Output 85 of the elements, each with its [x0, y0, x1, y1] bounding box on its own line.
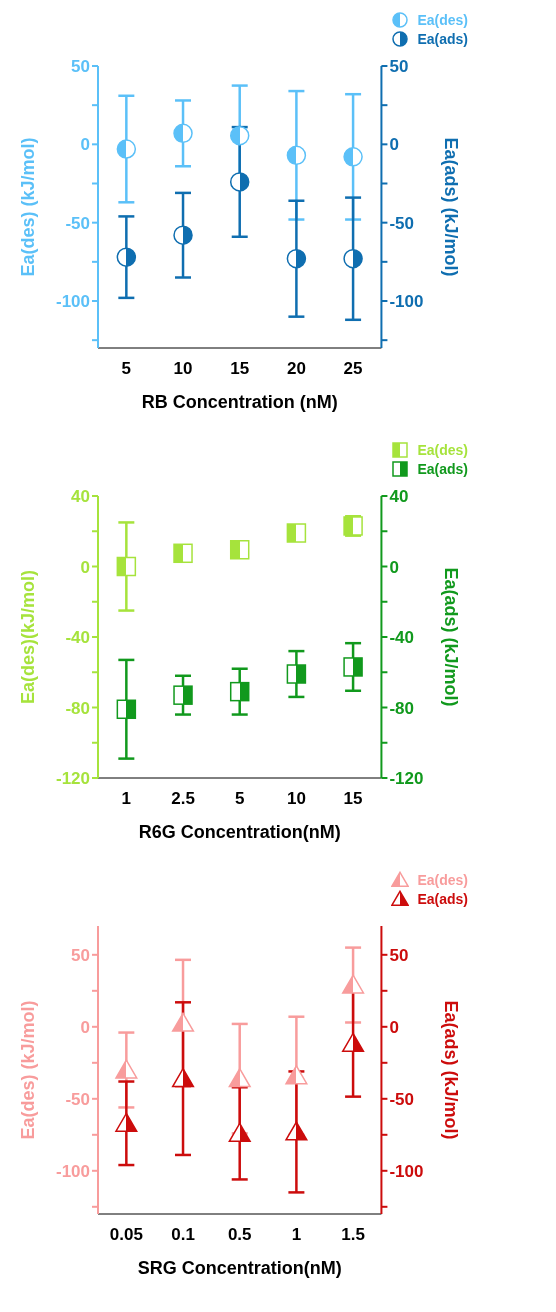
y-tick-label: -80	[65, 698, 90, 718]
y-tick-label: -50	[65, 213, 90, 233]
y2-tick-label: -120	[389, 769, 424, 789]
x-tick-label: 15	[343, 789, 363, 809]
y2-tick-label: 50	[389, 57, 409, 77]
y2-tick-label: 50	[389, 945, 409, 965]
y2-tick-label: -50	[389, 1089, 414, 1109]
point	[341, 974, 365, 994]
y-tick-label: 50	[71, 945, 90, 965]
y-tick-label: -50	[65, 1089, 90, 1109]
legend-label: Ea(des)	[417, 871, 468, 888]
point	[343, 147, 363, 167]
point	[286, 523, 307, 543]
point	[343, 248, 363, 269]
point	[286, 248, 307, 269]
y-axis-title: Ea(des)(kJ/mol)	[18, 569, 39, 705]
x-tick-label: 0.1	[171, 1225, 195, 1245]
y-tick-label: 40	[71, 487, 90, 507]
y-axis-title: Ea(des) (kJ/mol)	[18, 137, 39, 277]
y2-tick-label: 0	[389, 135, 399, 155]
legend-label: Ea(des)	[417, 441, 468, 458]
point	[228, 1122, 251, 1143]
y-tick-label: 50	[71, 57, 90, 77]
point	[173, 685, 193, 705]
point	[343, 657, 363, 677]
y2-tick-label: -100	[389, 292, 424, 312]
y2-axis-title: Ea(ads) (kJ/mol)	[441, 567, 462, 707]
point	[285, 1065, 308, 1085]
x-tick-label: 1	[291, 1225, 302, 1245]
legend-label: Ea(ads)	[417, 890, 468, 907]
x-tick-label: 10	[173, 359, 193, 379]
point	[173, 543, 193, 564]
point	[286, 664, 307, 684]
y-tick-label: -100	[55, 1161, 90, 1181]
x-axis-title: SRG Concentration(nM)	[137, 1258, 342, 1278]
legend-label: Ea(des)	[417, 11, 468, 28]
y-tick-label: -40	[65, 628, 90, 648]
y2-axis-title: Ea(ads) (kJ/mol)	[441, 137, 462, 277]
x-tick-label: 2.5	[171, 789, 195, 809]
x-tick-label: 15	[230, 359, 250, 379]
point	[115, 1059, 138, 1079]
x-axis-title: R6G Concentration(nM)	[138, 822, 341, 842]
x-tick-label: 25	[343, 359, 363, 379]
y2-tick-label: 0	[389, 557, 399, 577]
x-tick-label: 1.5	[341, 1225, 365, 1245]
point	[116, 556, 137, 577]
y2-tick-label: -50	[389, 213, 414, 233]
point	[173, 123, 193, 144]
point	[228, 1067, 251, 1088]
y2-tick-label: -100	[389, 1161, 424, 1181]
x-axis-title: RB Concentration (nM)	[141, 392, 338, 412]
legend-label: Ea(ads)	[417, 30, 468, 47]
point	[286, 145, 307, 166]
y2-tick-label: 0	[389, 1017, 399, 1037]
y-tick-label: 0	[80, 1017, 90, 1037]
legend-label: Ea(ads)	[417, 460, 468, 477]
x-tick-label: 1	[121, 789, 132, 809]
x-tick-label: 10	[286, 789, 306, 809]
point	[229, 681, 250, 702]
y2-tick-label: -40	[389, 628, 414, 648]
point	[115, 1112, 138, 1132]
y-tick-label: 0	[80, 135, 90, 155]
y-tick-label: -100	[55, 292, 90, 312]
y-tick-label: -120	[55, 769, 90, 789]
x-tick-label: 0.05	[109, 1225, 143, 1245]
point	[116, 247, 137, 267]
point	[116, 139, 137, 159]
y2-axis-title: Ea(ads) (kJ/mol)	[441, 1000, 462, 1140]
x-tick-label: 5	[234, 789, 245, 809]
point	[341, 1032, 365, 1053]
point	[229, 125, 250, 146]
y2-tick-label: -80	[389, 698, 414, 718]
point	[229, 172, 250, 192]
point	[171, 1067, 195, 1088]
x-tick-label: 0.5	[227, 1225, 252, 1245]
point	[285, 1121, 308, 1141]
x-tick-label: 20	[286, 359, 306, 379]
y-tick-label: 0	[80, 557, 90, 577]
point	[229, 540, 250, 560]
point	[171, 1012, 195, 1032]
point	[116, 699, 137, 720]
x-tick-label: 5	[121, 359, 132, 379]
point	[173, 225, 193, 245]
y2-tick-label: 40	[389, 487, 409, 507]
y-axis-title: Ea(des) (kJ/mol)	[18, 1000, 39, 1140]
